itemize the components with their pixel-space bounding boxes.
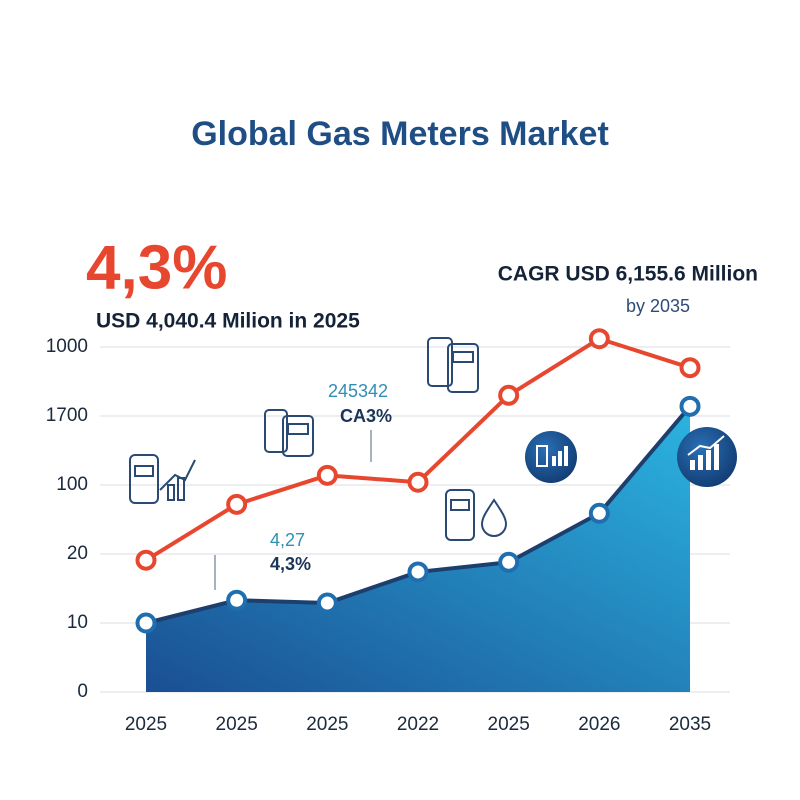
meter-icon bbox=[264, 409, 314, 457]
data-point bbox=[316, 464, 338, 486]
data-point bbox=[407, 471, 429, 493]
data-point bbox=[679, 395, 701, 417]
chart-title: Global Gas Meters Market bbox=[191, 115, 609, 153]
data-point bbox=[407, 561, 429, 583]
data-point bbox=[135, 612, 157, 634]
data-point bbox=[226, 493, 248, 515]
annotation: by 2035 bbox=[626, 296, 690, 316]
y-tick-label: 100 bbox=[56, 474, 88, 495]
meter-icon bbox=[427, 337, 479, 393]
y-tick-label: 1000 bbox=[46, 336, 88, 357]
y-tick-label: 20 bbox=[67, 543, 88, 564]
x-tick-label: 2022 bbox=[397, 714, 439, 735]
data-point bbox=[316, 592, 338, 614]
x-tick-label: 2025 bbox=[306, 714, 348, 735]
data-point bbox=[588, 328, 610, 350]
data-point bbox=[135, 549, 157, 571]
x-tick-label: 2025 bbox=[216, 714, 258, 735]
data-point bbox=[498, 551, 520, 573]
data-point bbox=[498, 384, 520, 406]
area bbox=[146, 406, 690, 692]
x-tick-label: 2025 bbox=[125, 714, 167, 735]
meter-icon bbox=[129, 454, 196, 504]
x-tick-label: 2026 bbox=[578, 714, 620, 735]
annotation: CA3% bbox=[340, 406, 392, 426]
annotation: CAGR USD 6,155.6 Million bbox=[498, 263, 758, 286]
annotation: 245342 bbox=[328, 381, 388, 401]
badge-icon bbox=[677, 427, 737, 487]
badge-icon bbox=[525, 431, 577, 483]
y-tick-label: 1700 bbox=[46, 405, 88, 426]
y-tick-label: 10 bbox=[67, 612, 88, 633]
x-tick-label: 2035 bbox=[669, 714, 711, 735]
subtitle: USD 4,040.4 Milion in 2025 bbox=[96, 310, 360, 333]
x-tick-label: 2025 bbox=[488, 714, 530, 735]
y-tick-label: 0 bbox=[77, 681, 88, 702]
data-point bbox=[226, 589, 248, 611]
annotation: 4,3% bbox=[270, 554, 311, 574]
headline: 4,3% bbox=[86, 233, 227, 302]
annotation: 4,27 bbox=[270, 530, 305, 550]
data-point bbox=[679, 357, 701, 379]
data-point bbox=[588, 502, 610, 524]
meter-icon bbox=[445, 489, 508, 541]
